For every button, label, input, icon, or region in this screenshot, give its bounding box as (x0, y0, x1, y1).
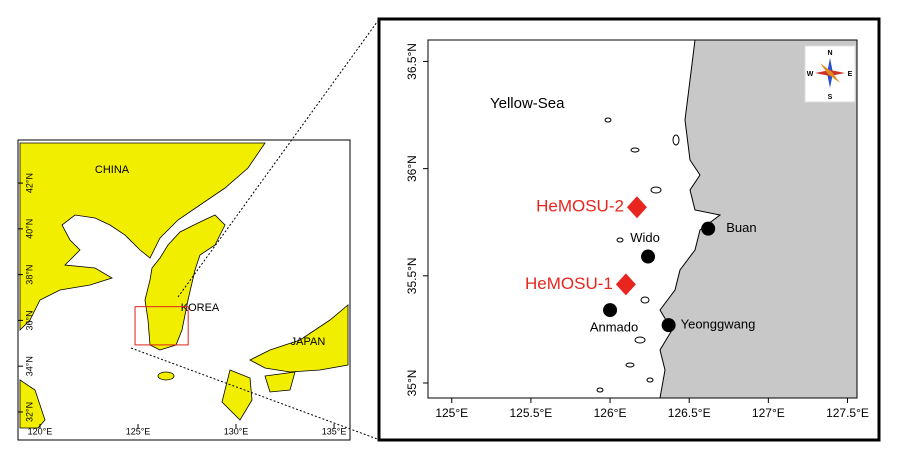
station-marker (626, 196, 647, 219)
country-label: CHINA (95, 164, 130, 176)
station-label: Anmado (590, 320, 638, 335)
sea-label: Yellow-Sea (490, 95, 565, 112)
x-tick-label: 120°E (28, 426, 53, 436)
y-tick-label: 32°N (24, 402, 34, 422)
country-label: KOREA (181, 302, 220, 314)
main-land (659, 39, 858, 399)
station-marker (661, 318, 676, 333)
x-tick-label: 127.5°E (826, 406, 869, 420)
connector-line (177, 17, 381, 298)
compass (804, 45, 856, 103)
x-tick-label: 125°E (435, 406, 468, 420)
y-tick-label: 34°N (24, 356, 34, 376)
station-marker (603, 303, 618, 318)
station-marker (701, 221, 716, 236)
station-label: Buan (726, 220, 756, 235)
y-tick-label: 42°N (24, 173, 34, 193)
station-marker (641, 249, 656, 264)
compass-label: S (828, 94, 833, 101)
connector-line (130, 347, 381, 441)
station-label: Wido (630, 230, 660, 245)
inset-land (19, 142, 349, 429)
y-tick-label: 36°N (24, 310, 34, 330)
y-tick-label: 36°N (405, 155, 419, 182)
y-tick-label: 35.5°N (405, 257, 419, 294)
y-tick-label: 40°N (24, 219, 34, 239)
y-tick-label: 38°N (24, 265, 34, 285)
station-label: HeMOSU-2 (536, 197, 624, 216)
x-tick-label: 135°E (322, 426, 347, 436)
compass-label: N (827, 50, 832, 57)
station-marker (615, 273, 636, 296)
x-tick-label: 126.5°E (668, 406, 711, 420)
station-label: Yeonggwang (681, 317, 756, 332)
compass-label: E (848, 71, 853, 78)
y-tick-label: 35°N (405, 370, 419, 397)
compass-label: W (807, 71, 814, 78)
islands (596, 117, 680, 393)
x-tick-label: 125.5°E (509, 406, 552, 420)
x-tick-label: 125°E (126, 426, 151, 436)
country-label: JAPAN (291, 336, 326, 348)
x-tick-label: 130°E (224, 426, 249, 436)
x-tick-label: 127°E (752, 406, 785, 420)
study-area-box (134, 306, 189, 346)
y-tick-label: 36.5°N (405, 43, 419, 80)
x-tick-label: 126°E (594, 406, 627, 420)
station-label: HeMOSU-1 (525, 274, 613, 293)
